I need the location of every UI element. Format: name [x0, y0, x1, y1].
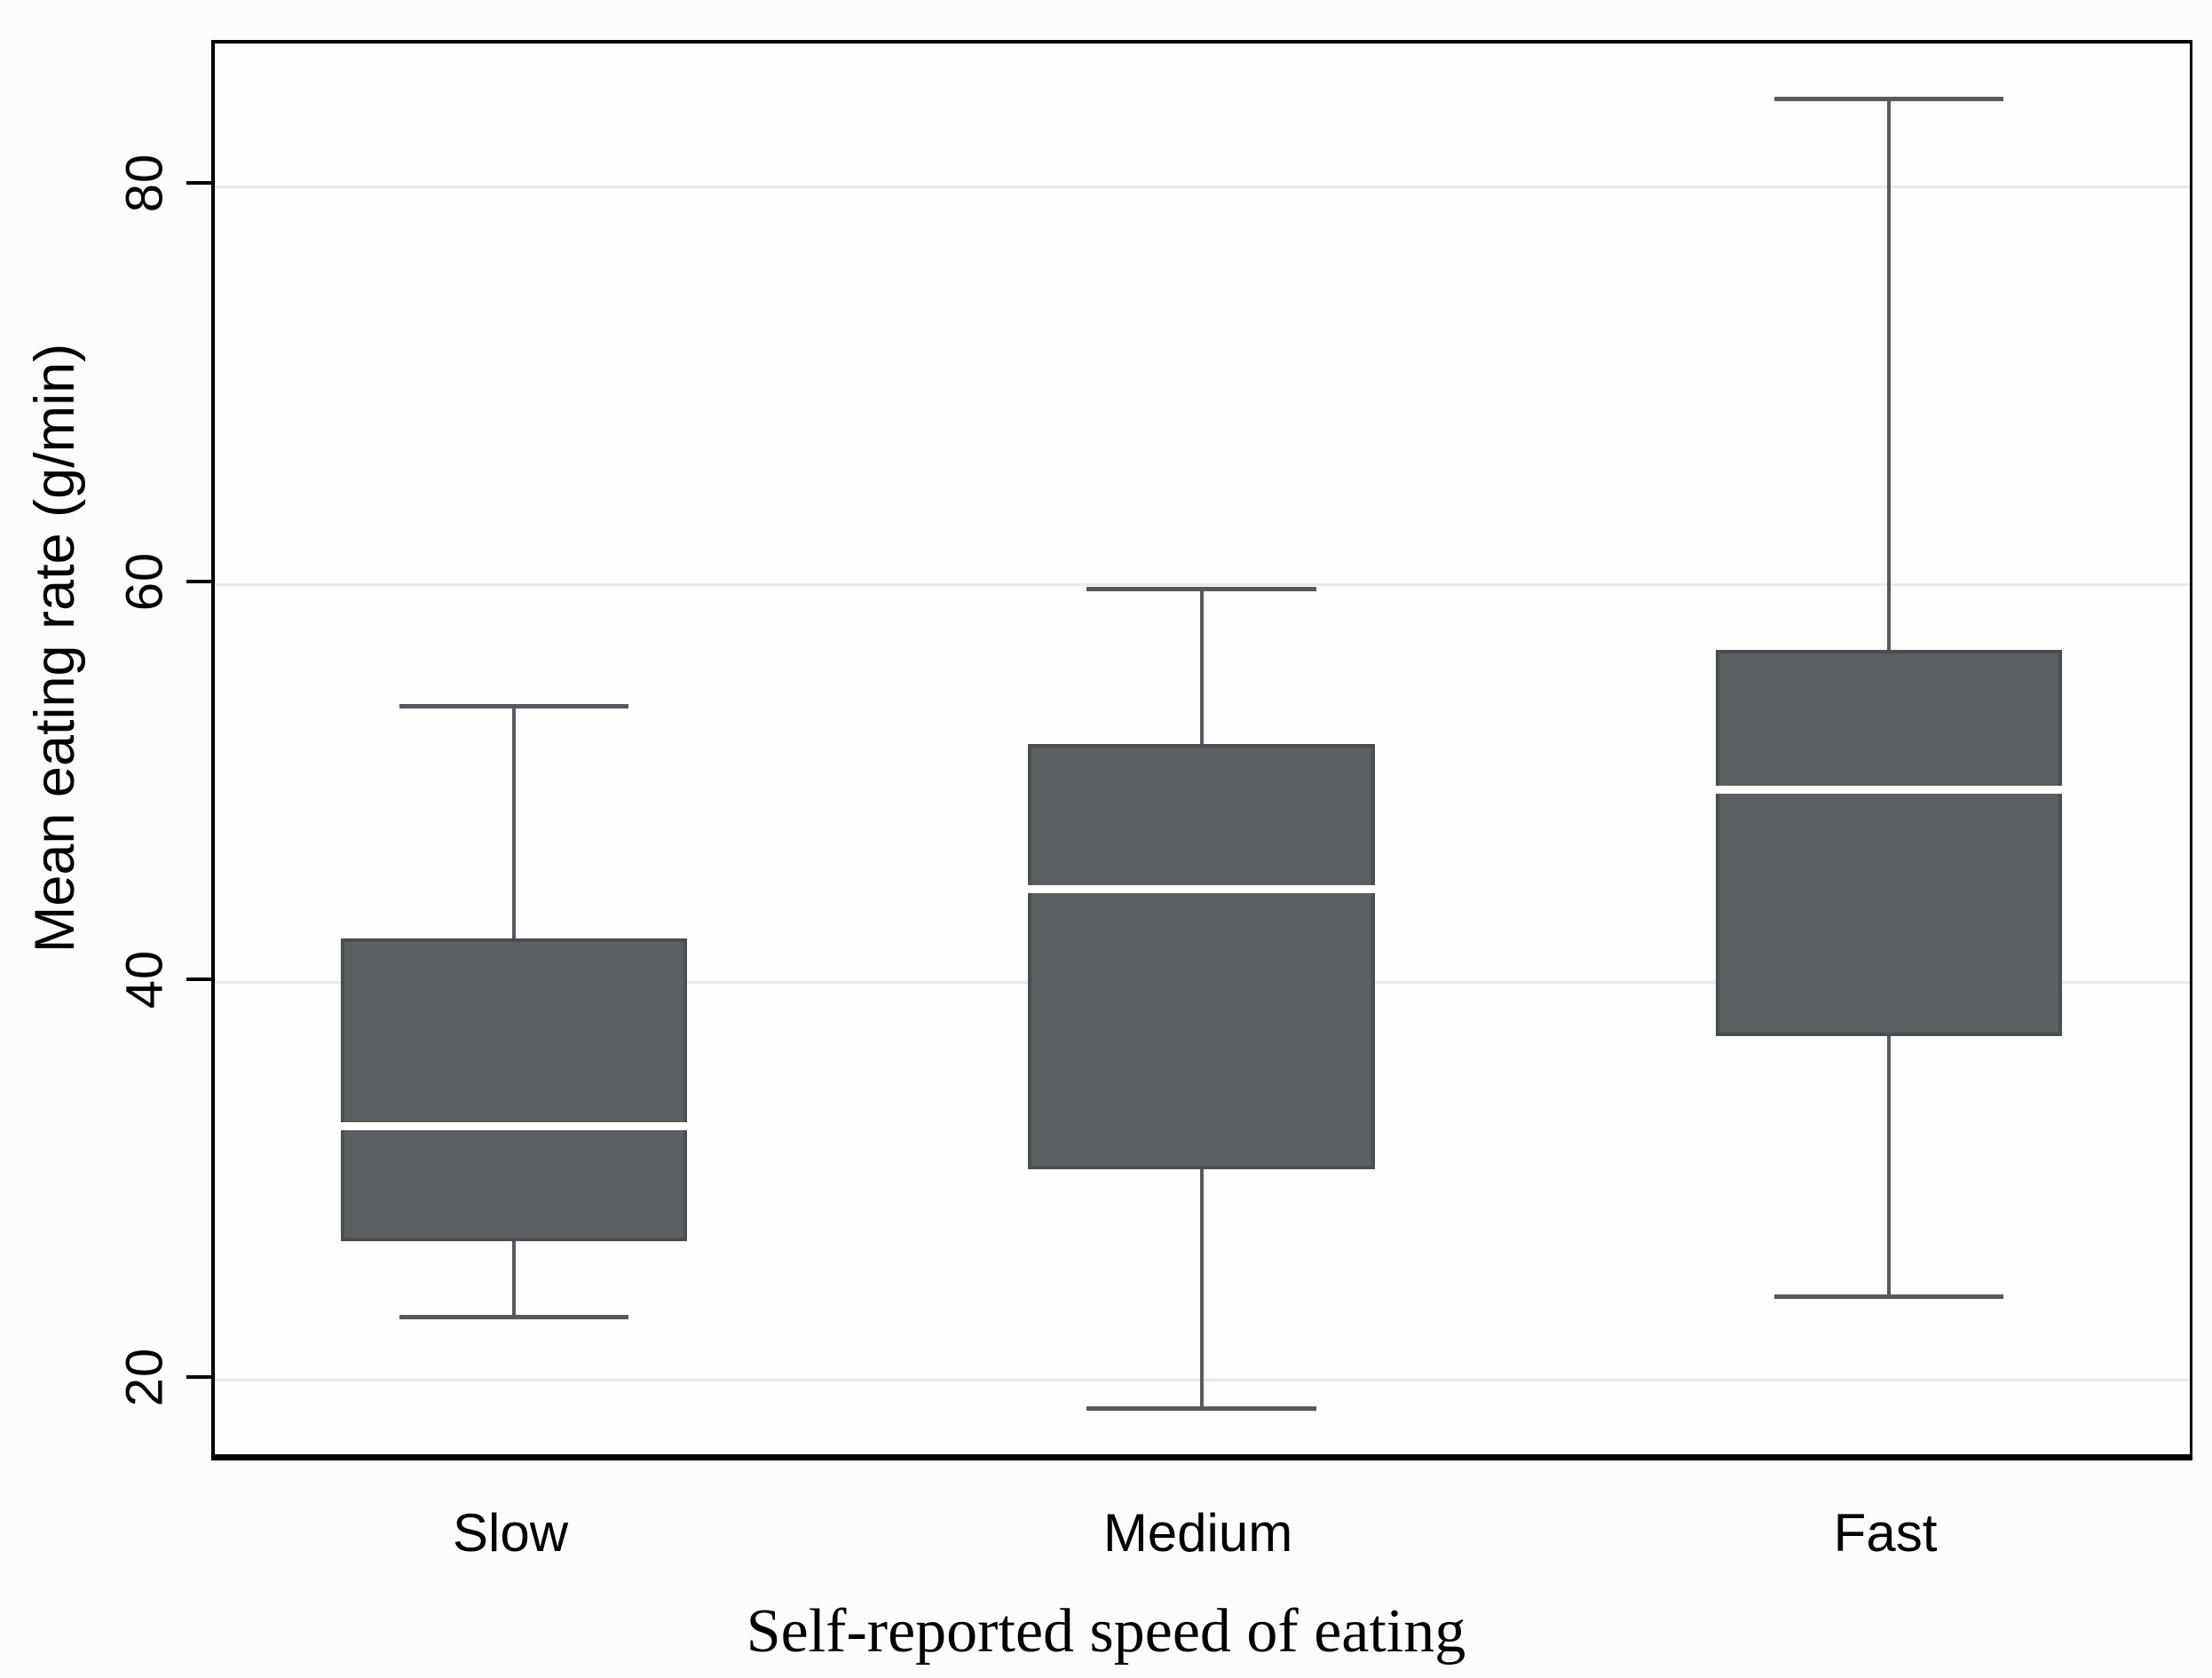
box-fast-lower-whisker	[1887, 1036, 1892, 1297]
box-medium-lower-whisker	[1199, 1169, 1204, 1409]
box-fast-iqr-rect	[1715, 650, 2063, 1037]
gridline-y-60	[215, 583, 2190, 587]
box-medium-lower-cap	[1086, 1405, 1316, 1411]
y-tick-40	[186, 977, 211, 981]
box-fast-upper-cap	[1774, 97, 2004, 102]
x-label-fast: Fast	[1833, 1503, 1938, 1563]
plot-area	[211, 40, 2192, 1460]
x-label-medium: Medium	[1102, 1503, 1293, 1563]
y-tick-60	[186, 579, 211, 583]
box-slow-upper-cap	[399, 703, 629, 708]
x-label-slow: Slow	[453, 1503, 569, 1563]
y-axis-title-text: Mean eating rate (g/min)	[24, 343, 86, 954]
y-tick-label-text: 60	[115, 551, 174, 611]
x-axis-title: Self-reported speed of eating	[746, 1597, 1466, 1666]
y-tick-label-text: 40	[115, 949, 174, 1009]
box-slow-iqr-rect	[340, 938, 688, 1241]
box-slow-lower-whisker	[512, 1241, 517, 1318]
box-medium-upper-cap	[1086, 586, 1316, 591]
y-tick-80	[186, 181, 211, 186]
y-tick-label-text: 20	[115, 1347, 174, 1407]
box-fast-lower-cap	[1774, 1294, 2004, 1300]
box-slow-lower-cap	[399, 1314, 629, 1319]
box-fast-median	[1715, 785, 2063, 794]
box-medium-iqr-rect	[1028, 743, 1375, 1170]
box-slow-upper-whisker	[512, 706, 517, 939]
y-tick-label-text: 80	[115, 154, 174, 213]
box-medium-median	[1028, 884, 1375, 893]
box-medium-upper-whisker	[1199, 589, 1204, 744]
y-tick-20	[186, 1374, 211, 1379]
gridline-y-80	[215, 185, 2190, 188]
box-slow-median	[340, 1121, 688, 1130]
box-fast-upper-whisker	[1887, 99, 1892, 651]
